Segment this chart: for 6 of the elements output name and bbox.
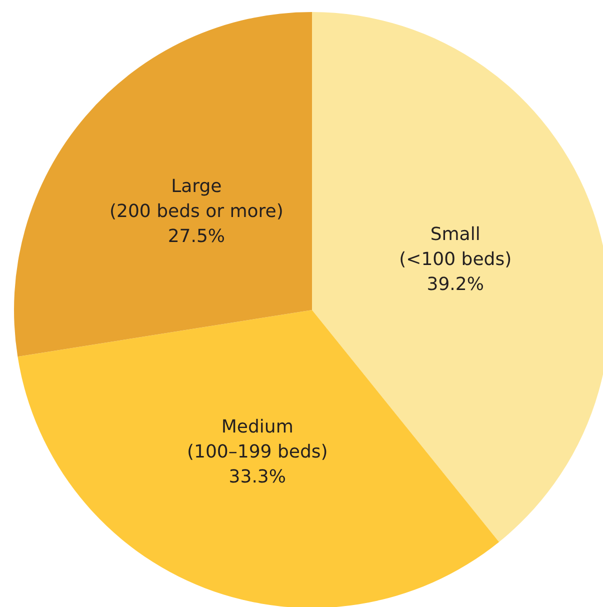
data-label: 27.5% [168, 226, 226, 247]
slice-label: Medium (100–199 beds) [186, 416, 328, 462]
data-label: 39.2% [426, 274, 484, 295]
slice-label: Small (<100 beds) [399, 224, 512, 270]
slice-label: Large (200 beds or more) [109, 176, 284, 222]
data-label: 33.3% [228, 466, 286, 488]
